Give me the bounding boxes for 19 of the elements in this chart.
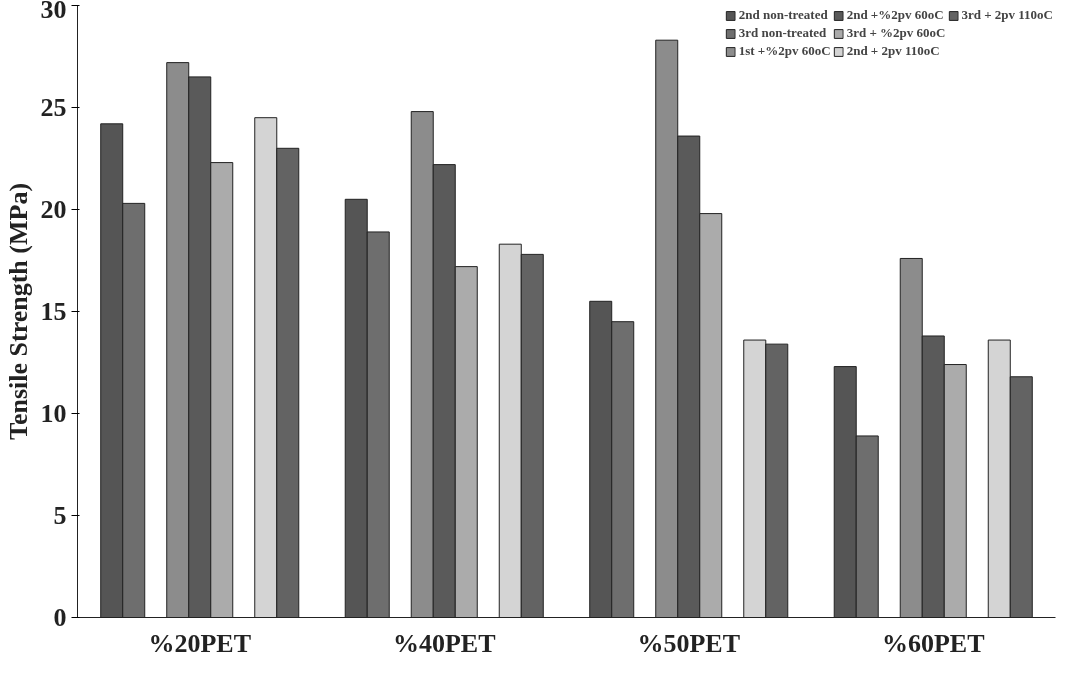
legend-label: 1st +%2pv 60oC xyxy=(738,43,831,59)
y-tick-label: 10 xyxy=(40,399,67,428)
y-tick-label: 30 xyxy=(40,0,67,24)
legend-label: 3rd + %2pv 60oC xyxy=(846,25,946,41)
x-tick-label: %20PET xyxy=(148,628,252,658)
x-tick-label: %50PET xyxy=(637,628,741,658)
x-tick-label: %40PET xyxy=(392,628,496,658)
y-axis-title: Tensile Strength (MPa) xyxy=(3,182,33,441)
y-tick-label: 20 xyxy=(40,195,67,224)
legend-label: 3rd non-treated xyxy=(738,25,827,41)
legend-label: 2nd non-treated xyxy=(738,7,828,23)
legend-label: 2nd +%2pv 60oC xyxy=(846,7,944,23)
legend-label: 3rd + 2pv 110oC xyxy=(961,7,1053,23)
y-tick-label: 25 xyxy=(40,93,67,122)
legend-label: 2nd + 2pv 110oC xyxy=(846,43,940,59)
x-tick-label: %60PET xyxy=(881,628,985,658)
y-tick-label: 0 xyxy=(53,603,67,632)
y-tick-label: 15 xyxy=(40,297,67,326)
y-tick-label: 5 xyxy=(53,501,67,530)
